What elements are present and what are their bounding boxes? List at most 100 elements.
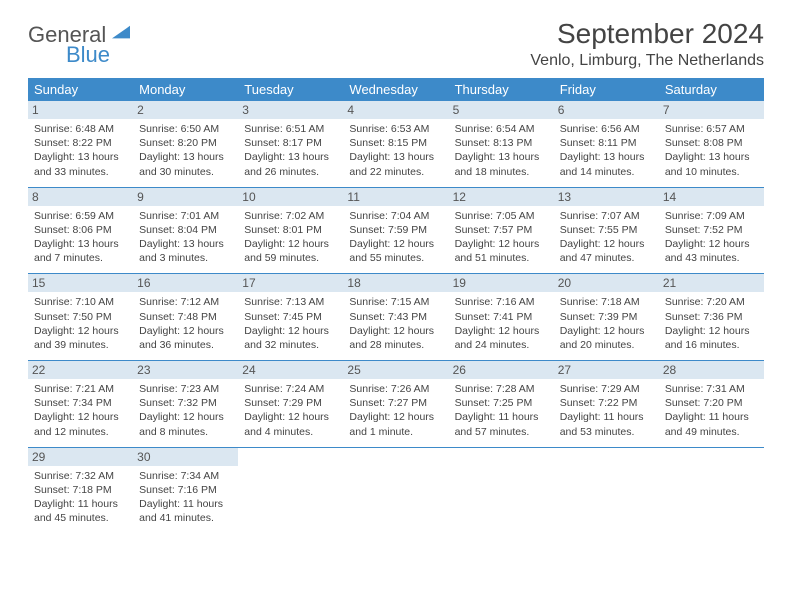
calendar-day-cell: 28 Sunrise: 7:31 AMSunset: 7:20 PMDayligh… bbox=[659, 361, 764, 448]
logo-text: General Blue bbox=[28, 24, 130, 66]
day-info-line: Sunrise: 6:54 AM bbox=[455, 122, 548, 136]
day-info-line: Sunrise: 6:56 AM bbox=[560, 122, 653, 136]
day-info-line: Daylight: 12 hours and 36 minutes. bbox=[139, 324, 232, 352]
day-info-line: Sunrise: 7:12 AM bbox=[139, 295, 232, 309]
day-info-line: Sunrise: 7:24 AM bbox=[244, 382, 337, 396]
day-info: Sunrise: 7:20 AMSunset: 7:36 PMDaylight:… bbox=[665, 295, 758, 352]
day-info-line: Daylight: 13 hours and 3 minutes. bbox=[139, 237, 232, 265]
day-info-line: Daylight: 11 hours and 53 minutes. bbox=[560, 410, 653, 438]
day-info-line: Sunset: 7:57 PM bbox=[455, 223, 548, 237]
day-info-line: Sunrise: 7:04 AM bbox=[349, 209, 442, 223]
day-info-line: Sunrise: 7:09 AM bbox=[665, 209, 758, 223]
day-info-line: Sunrise: 7:26 AM bbox=[349, 382, 442, 396]
day-info: Sunrise: 7:07 AMSunset: 7:55 PMDaylight:… bbox=[560, 209, 653, 266]
weekday-header: Sunday bbox=[28, 78, 133, 101]
day-info: Sunrise: 7:12 AMSunset: 7:48 PMDaylight:… bbox=[139, 295, 232, 352]
day-info-line: Daylight: 12 hours and 43 minutes. bbox=[665, 237, 758, 265]
calendar-day-cell: 9Sunrise: 7:01 AMSunset: 8:04 PMDaylight… bbox=[133, 187, 238, 274]
day-info-line: Daylight: 13 hours and 14 minutes. bbox=[560, 150, 653, 178]
day-info-line: Sunset: 8:11 PM bbox=[560, 136, 653, 150]
day-info-line: Daylight: 12 hours and 24 minutes. bbox=[455, 324, 548, 352]
day-number: 24 bbox=[238, 361, 343, 379]
day-number: 1 bbox=[28, 101, 133, 119]
calendar-day-cell: 7 Sunrise: 6:57 AMSunset: 8:08 PMDaylight… bbox=[659, 101, 764, 187]
day-info-line: Sunrise: 7:02 AM bbox=[244, 209, 337, 223]
day-info-line: Sunset: 7:39 PM bbox=[560, 310, 653, 324]
logo-word2: Blue bbox=[66, 44, 130, 66]
day-info-line: Sunrise: 7:18 AM bbox=[560, 295, 653, 309]
day-number: 2 bbox=[133, 101, 238, 119]
calendar-day-cell: . bbox=[449, 447, 554, 533]
day-info-line: Daylight: 13 hours and 22 minutes. bbox=[349, 150, 442, 178]
weekday-header: Wednesday bbox=[343, 78, 448, 101]
day-info-line: Sunset: 8:20 PM bbox=[139, 136, 232, 150]
day-number: 7 bbox=[659, 101, 764, 119]
calendar-week-row: 1Sunrise: 6:48 AMSunset: 8:22 PMDaylight… bbox=[28, 101, 764, 187]
day-info-line: Sunset: 7:50 PM bbox=[34, 310, 127, 324]
day-info: Sunrise: 7:28 AMSunset: 7:25 PMDaylight:… bbox=[455, 382, 548, 439]
day-info-line: Sunrise: 7:34 AM bbox=[139, 469, 232, 483]
day-info-line: Sunset: 7:43 PM bbox=[349, 310, 442, 324]
day-info-line: Sunset: 7:52 PM bbox=[665, 223, 758, 237]
day-info-line: Sunrise: 7:31 AM bbox=[665, 382, 758, 396]
calendar-day-cell: 10Sunrise: 7:02 AMSunset: 8:01 PMDayligh… bbox=[238, 187, 343, 274]
calendar-week-row: 29Sunrise: 7:32 AMSunset: 7:18 PMDayligh… bbox=[28, 447, 764, 533]
day-info: Sunrise: 6:53 AMSunset: 8:15 PMDaylight:… bbox=[349, 122, 442, 179]
day-info: Sunrise: 6:50 AMSunset: 8:20 PMDaylight:… bbox=[139, 122, 232, 179]
day-info: Sunrise: 7:24 AMSunset: 7:29 PMDaylight:… bbox=[244, 382, 337, 439]
day-info: Sunrise: 6:57 AMSunset: 8:08 PMDaylight:… bbox=[665, 122, 758, 179]
calendar-day-cell: 19Sunrise: 7:16 AMSunset: 7:41 PMDayligh… bbox=[449, 274, 554, 361]
day-info-line: Sunset: 8:15 PM bbox=[349, 136, 442, 150]
weekday-header: Thursday bbox=[449, 78, 554, 101]
day-info: Sunrise: 7:29 AMSunset: 7:22 PMDaylight:… bbox=[560, 382, 653, 439]
calendar-day-cell: 26Sunrise: 7:28 AMSunset: 7:25 PMDayligh… bbox=[449, 361, 554, 448]
calendar-day-cell: 25Sunrise: 7:26 AMSunset: 7:27 PMDayligh… bbox=[343, 361, 448, 448]
day-info-line: Sunrise: 6:51 AM bbox=[244, 122, 337, 136]
calendar-day-cell: 11Sunrise: 7:04 AMSunset: 7:59 PMDayligh… bbox=[343, 187, 448, 274]
day-info-line: Sunset: 7:25 PM bbox=[455, 396, 548, 410]
day-info-line: Sunset: 8:04 PM bbox=[139, 223, 232, 237]
day-info-line: Sunrise: 7:20 AM bbox=[665, 295, 758, 309]
day-info-line: Daylight: 13 hours and 10 minutes. bbox=[665, 150, 758, 178]
calendar-week-row: 15Sunrise: 7:10 AMSunset: 7:50 PMDayligh… bbox=[28, 274, 764, 361]
day-info-line: Sunset: 7:20 PM bbox=[665, 396, 758, 410]
day-info: Sunrise: 7:31 AMSunset: 7:20 PMDaylight:… bbox=[665, 382, 758, 439]
weekday-header: Saturday bbox=[659, 78, 764, 101]
day-number: 18 bbox=[343, 274, 448, 292]
day-info-line: Daylight: 11 hours and 41 minutes. bbox=[139, 497, 232, 525]
day-info: Sunrise: 6:56 AMSunset: 8:11 PMDaylight:… bbox=[560, 122, 653, 179]
calendar-day-cell: 17Sunrise: 7:13 AMSunset: 7:45 PMDayligh… bbox=[238, 274, 343, 361]
day-info-line: Daylight: 12 hours and 8 minutes. bbox=[139, 410, 232, 438]
day-info-line: Sunset: 7:16 PM bbox=[139, 483, 232, 497]
day-info-line: Daylight: 12 hours and 47 minutes. bbox=[560, 237, 653, 265]
day-info-line: Daylight: 12 hours and 59 minutes. bbox=[244, 237, 337, 265]
day-info-line: Daylight: 13 hours and 33 minutes. bbox=[34, 150, 127, 178]
day-info-line: Sunset: 7:59 PM bbox=[349, 223, 442, 237]
day-info-line: Sunrise: 7:15 AM bbox=[349, 295, 442, 309]
calendar-day-cell: 20Sunrise: 7:18 AMSunset: 7:39 PMDayligh… bbox=[554, 274, 659, 361]
day-info-line: Sunrise: 7:01 AM bbox=[139, 209, 232, 223]
day-info-line: Sunrise: 6:50 AM bbox=[139, 122, 232, 136]
day-info-line: Sunset: 7:48 PM bbox=[139, 310, 232, 324]
day-info-line: Sunrise: 7:13 AM bbox=[244, 295, 337, 309]
calendar-day-cell: 15Sunrise: 7:10 AMSunset: 7:50 PMDayligh… bbox=[28, 274, 133, 361]
title-block: September 2024 Venlo, Limburg, The Nethe… bbox=[530, 18, 764, 70]
day-number: 13 bbox=[554, 188, 659, 206]
logo-triangle-icon bbox=[112, 24, 130, 42]
day-number: 27 bbox=[554, 361, 659, 379]
calendar-day-cell: 18Sunrise: 7:15 AMSunset: 7:43 PMDayligh… bbox=[343, 274, 448, 361]
day-info: Sunrise: 7:21 AMSunset: 7:34 PMDaylight:… bbox=[34, 382, 127, 439]
logo: General Blue bbox=[28, 18, 130, 66]
calendar-day-cell: 22Sunrise: 7:21 AMSunset: 7:34 PMDayligh… bbox=[28, 361, 133, 448]
day-info-line: Sunset: 8:17 PM bbox=[244, 136, 337, 150]
day-info: Sunrise: 7:32 AMSunset: 7:18 PMDaylight:… bbox=[34, 469, 127, 526]
calendar-day-cell: . bbox=[238, 447, 343, 533]
day-info-line: Daylight: 12 hours and 16 minutes. bbox=[665, 324, 758, 352]
day-number: 4 bbox=[343, 101, 448, 119]
day-number: 28 bbox=[659, 361, 764, 379]
day-info-line: Sunset: 7:34 PM bbox=[34, 396, 127, 410]
day-number: 12 bbox=[449, 188, 554, 206]
location-text: Venlo, Limburg, The Netherlands bbox=[530, 52, 764, 70]
weekday-header: Monday bbox=[133, 78, 238, 101]
day-number: 21 bbox=[659, 274, 764, 292]
